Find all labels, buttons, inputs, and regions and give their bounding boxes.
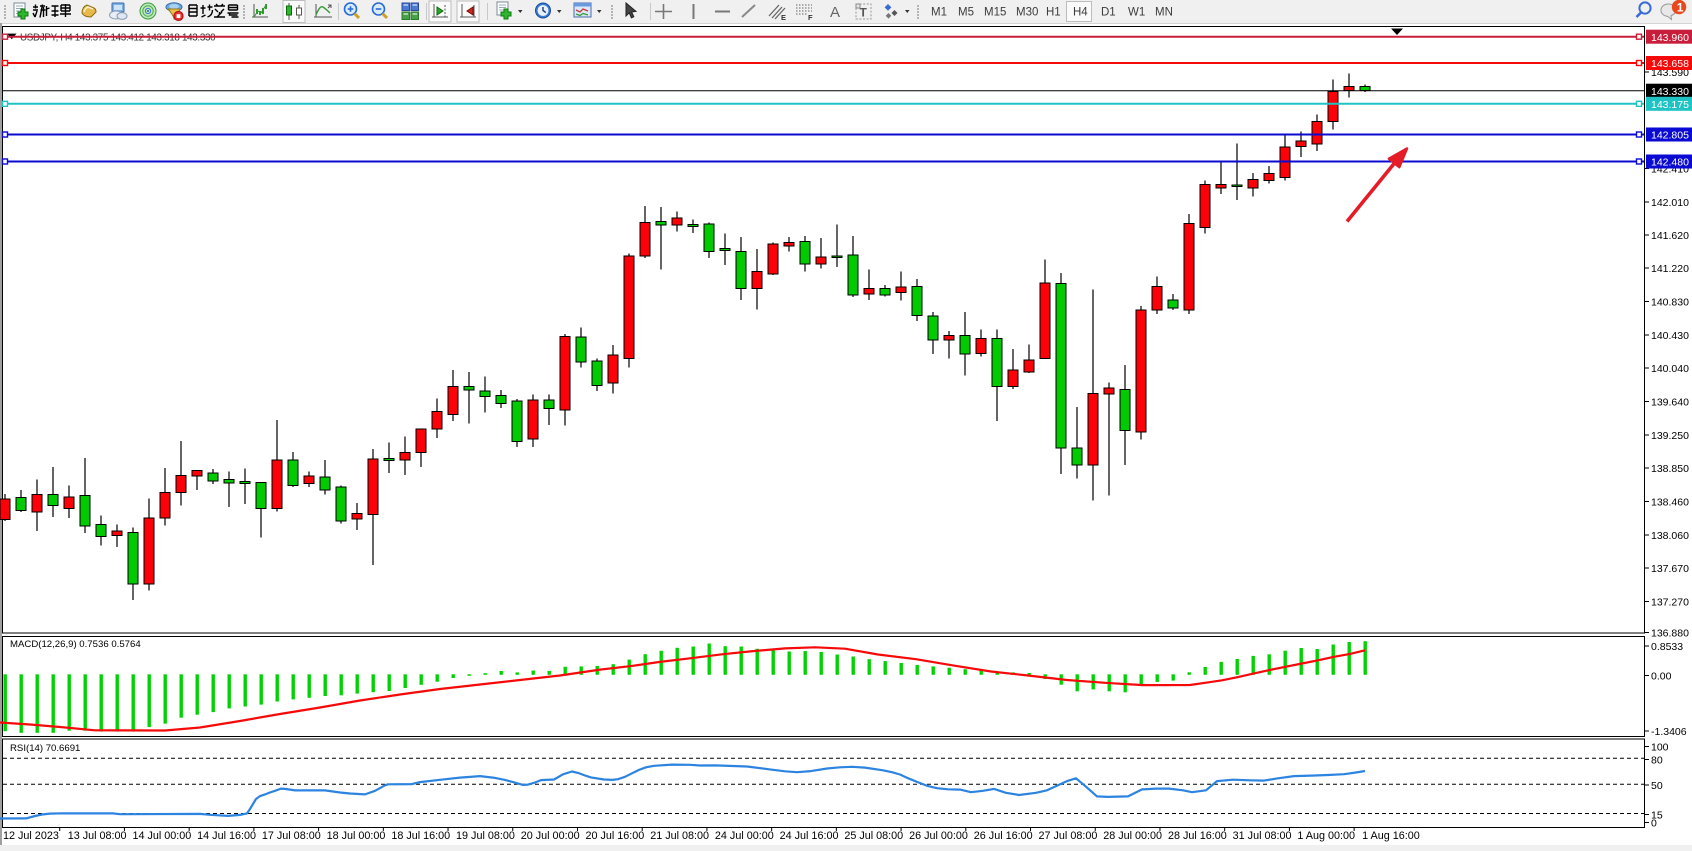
svg-text:F: F [808, 13, 813, 22]
svg-text:A: A [830, 4, 840, 21]
svg-text:143.658: 143.658 [1651, 58, 1689, 70]
svg-text:18 Jul 00:00: 18 Jul 00:00 [327, 830, 386, 842]
svg-text:137.270: 137.270 [1651, 597, 1689, 609]
svg-text:139.640: 139.640 [1651, 397, 1689, 409]
svg-text:138.060: 138.060 [1651, 530, 1689, 542]
svg-text:80: 80 [1651, 755, 1663, 767]
svg-text:142.805: 142.805 [1651, 130, 1689, 142]
svg-text:20 Jul 00:00: 20 Jul 00:00 [521, 830, 580, 842]
svg-text:H4: H4 [1073, 7, 1088, 19]
svg-text:17 Jul 08:00: 17 Jul 08:00 [262, 830, 321, 842]
svg-text:RSI(14) 70.6691: RSI(14) 70.6691 [10, 743, 80, 754]
svg-text:M30: M30 [1016, 7, 1038, 19]
svg-text:18 Jul 16:00: 18 Jul 16:00 [391, 830, 450, 842]
svg-text:24 Jul 16:00: 24 Jul 16:00 [780, 830, 839, 842]
svg-text:M1: M1 [931, 7, 947, 19]
svg-text:14 Jul 00:00: 14 Jul 00:00 [132, 830, 191, 842]
svg-text:143.960: 143.960 [1651, 32, 1689, 44]
svg-text:-1.3406: -1.3406 [1651, 726, 1687, 738]
svg-text:100: 100 [1651, 742, 1669, 754]
svg-text:1 Aug 16:00: 1 Aug 16:00 [1362, 830, 1420, 842]
svg-text:26 Jul 16:00: 26 Jul 16:00 [974, 830, 1033, 842]
svg-text:141.220: 141.220 [1651, 263, 1689, 275]
svg-text:140.830: 140.830 [1651, 297, 1689, 309]
svg-text:0.00: 0.00 [1651, 671, 1672, 683]
svg-text:137.670: 137.670 [1651, 563, 1689, 575]
svg-text:138.460: 138.460 [1651, 497, 1689, 509]
svg-text:1: 1 [1677, 0, 1684, 14]
svg-text:26 Jul 00:00: 26 Jul 00:00 [909, 830, 968, 842]
svg-text:0: 0 [1651, 818, 1657, 830]
svg-text:USDJPY, H4 143.375 143.412 14: USDJPY, H4 143.375 143.412 143.318 143.3… [20, 32, 216, 43]
svg-text:139.250: 139.250 [1651, 430, 1689, 442]
svg-text:D1: D1 [1101, 7, 1116, 19]
svg-text:T: T [860, 6, 868, 20]
svg-text:31 Jul 08:00: 31 Jul 08:00 [1233, 830, 1292, 842]
svg-text:143.175: 143.175 [1651, 99, 1689, 111]
svg-text:H1: H1 [1046, 7, 1061, 19]
svg-text:1 Aug 00:00: 1 Aug 00:00 [1297, 830, 1355, 842]
svg-text:MACD(12,26,9) 0.7536 0.5764: MACD(12,26,9) 0.7536 0.5764 [10, 639, 141, 650]
svg-text:12 Jul 2023: 12 Jul 2023 [3, 830, 59, 842]
svg-text:142.480: 142.480 [1651, 157, 1689, 169]
svg-text:142.010: 142.010 [1651, 197, 1689, 209]
svg-text:19 Jul 08:00: 19 Jul 08:00 [456, 830, 515, 842]
svg-text:15: 15 [1651, 810, 1663, 822]
svg-text:W1: W1 [1128, 7, 1145, 19]
svg-text:M15: M15 [984, 7, 1006, 19]
svg-text:M5: M5 [958, 7, 974, 19]
svg-text:25 Jul 08:00: 25 Jul 08:00 [844, 830, 903, 842]
svg-text:21 Jul 08:00: 21 Jul 08:00 [650, 830, 709, 842]
svg-text:24 Jul 00:00: 24 Jul 00:00 [715, 830, 774, 842]
svg-text:28 Jul 00:00: 28 Jul 00:00 [1103, 830, 1162, 842]
svg-text:20 Jul 16:00: 20 Jul 16:00 [585, 830, 644, 842]
svg-text:E: E [781, 13, 786, 22]
svg-text:140.430: 140.430 [1651, 330, 1689, 342]
svg-text:13 Jul 08:00: 13 Jul 08:00 [68, 830, 127, 842]
svg-text:50: 50 [1651, 780, 1663, 792]
svg-text:MN: MN [1155, 7, 1173, 19]
svg-text:136.880: 136.880 [1651, 628, 1689, 640]
svg-text:143.330: 143.330 [1651, 86, 1689, 98]
svg-text:14 Jul 16:00: 14 Jul 16:00 [197, 830, 256, 842]
svg-text:138.850: 138.850 [1651, 463, 1689, 475]
svg-text:27 Jul 08:00: 27 Jul 08:00 [1039, 830, 1098, 842]
svg-text:28 Jul 16:00: 28 Jul 16:00 [1168, 830, 1227, 842]
svg-text:140.040: 140.040 [1651, 363, 1689, 375]
svg-text:141.620: 141.620 [1651, 230, 1689, 242]
svg-text:0.8533: 0.8533 [1651, 641, 1683, 653]
